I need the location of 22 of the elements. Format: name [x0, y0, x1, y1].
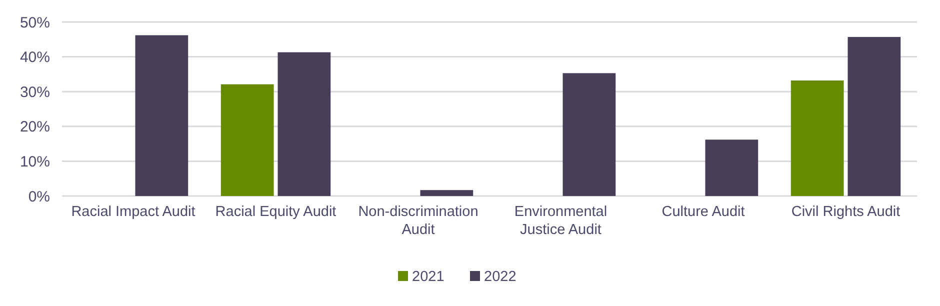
x-tick-label: Racial Equity Audit — [215, 204, 336, 220]
bar — [790, 80, 844, 196]
bar — [420, 190, 474, 196]
bar — [220, 84, 274, 196]
x-tick-label: Civil Rights Audit — [791, 204, 900, 220]
bar — [705, 140, 758, 196]
x-tick-label: Non-discrimination Audit — [358, 204, 478, 238]
y-tick-label: 40% — [20, 49, 50, 66]
y-tick-label: 20% — [20, 118, 50, 136]
y-tick-label: 0% — [28, 188, 50, 206]
bar — [135, 35, 188, 196]
bar — [562, 73, 616, 196]
x-tick-label: Culture Audit — [662, 204, 745, 220]
legend-label: 2022 — [484, 269, 516, 286]
bar — [848, 36, 901, 196]
y-tick-label: 50% — [20, 14, 50, 32]
y-tick-label: 30% — [20, 84, 50, 101]
bar — [278, 52, 331, 196]
x-tick-label: Environmental Justice Audit — [514, 204, 608, 238]
x-tick-label: Racial Impact Audit — [71, 204, 196, 220]
y-tick-label: 10% — [20, 153, 50, 170]
legend-label: 2021 — [412, 269, 444, 286]
